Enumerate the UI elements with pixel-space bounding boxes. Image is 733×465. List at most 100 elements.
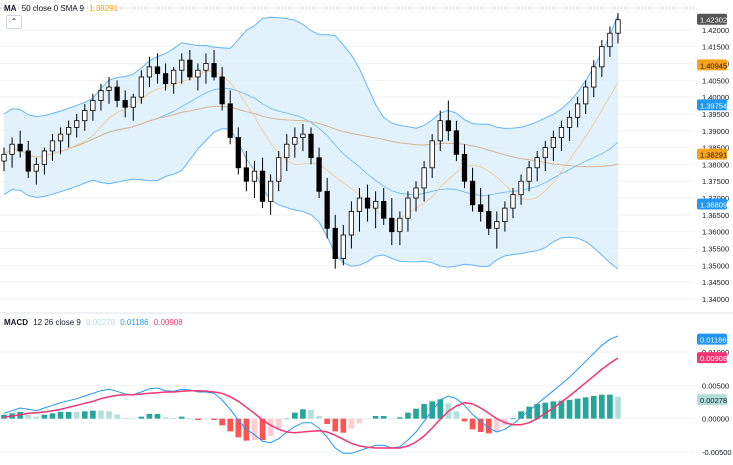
- macd-histogram-bar: [219, 418, 225, 426]
- candle-body: [122, 100, 128, 108]
- candle-body: [235, 137, 241, 169]
- candle-body: [154, 66, 161, 74]
- macd-histogram-bar: [518, 411, 524, 419]
- macd-axis-tick: 0.00500: [702, 381, 729, 390]
- price-axis-tick: 1.34500: [702, 278, 729, 287]
- candle-body: [364, 197, 371, 209]
- macd-histogram-bar: [421, 404, 427, 419]
- ma-value: 1.38291: [89, 4, 119, 13]
- macd-histogram-bar: [259, 418, 266, 440]
- candle-body: [453, 130, 460, 155]
- price-axis-tick: 1.40000: [702, 93, 729, 102]
- candle-body: [381, 201, 387, 219]
- macd-histogram-bar: [138, 416, 145, 419]
- macd-histogram-bar: [574, 398, 581, 419]
- macd-histogram-bar: [57, 412, 64, 419]
- macd-histogram-bar: [372, 416, 379, 419]
- candle-body: [405, 197, 411, 219]
- macd-histogram-bar: [582, 397, 589, 419]
- candle-body: [510, 194, 516, 209]
- bollinger-upper-line: [3, 15, 619, 129]
- macd-histogram-bar: [292, 412, 298, 419]
- price-axis-tick: 1.35500: [702, 245, 729, 254]
- candle-body: [494, 221, 500, 229]
- candle-body: [57, 133, 64, 142]
- macd-params: 12 26 close 9: [33, 318, 81, 327]
- macd-histogram-bar: [33, 416, 40, 419]
- candle-body: [502, 207, 508, 222]
- macd-histogram-bar: [388, 418, 395, 420]
- macd-histogram-bar: [461, 418, 468, 422]
- macd-histogram-bar: [267, 418, 274, 436]
- macd-label: MACD: [4, 318, 28, 327]
- candle-body: [308, 133, 314, 159]
- candle-body: [25, 150, 31, 172]
- macd-histogram-bar: [81, 411, 88, 419]
- macd-histogram-bar: [154, 414, 161, 419]
- candle-body: [195, 69, 201, 78]
- macd-histogram-bar: [106, 411, 112, 419]
- candle-body: [574, 103, 581, 118]
- price-axis-tick: 1.42000: [702, 26, 729, 35]
- macd-histogram-bar: [130, 418, 137, 420]
- price-axis-tick: 1.39000: [702, 127, 729, 136]
- price-axis-tick: 1.36000: [702, 228, 729, 237]
- candle-body: [114, 86, 120, 101]
- macd-histogram-bar: [49, 413, 56, 419]
- candle-body: [373, 201, 379, 209]
- macd-line: [3, 335, 619, 454]
- candle-body: [518, 180, 524, 196]
- candle-body: [276, 157, 282, 182]
- candle-body: [324, 190, 330, 229]
- macd-histogram-bar: [65, 412, 72, 419]
- macd-hist-value: 0.00278: [86, 318, 115, 327]
- macd-histogram-bar: [146, 414, 153, 419]
- candle-body: [219, 76, 225, 105]
- macd-histogram-bar: [235, 418, 242, 438]
- macd-histogram-bar: [477, 418, 484, 432]
- price-axis-tick: 1.38500: [702, 144, 729, 153]
- macd-histogram-bar: [413, 408, 419, 419]
- macd-label-tag-bg: [697, 333, 727, 345]
- macd-histogram-bar: [283, 418, 290, 420]
- macd-label-tag-bg: [697, 352, 727, 364]
- candle-body: [187, 59, 193, 78]
- price-axis-tick: 1.41500: [702, 43, 729, 52]
- macd-line-value: 0.01186: [120, 318, 149, 327]
- macd-histogram-bar: [122, 418, 129, 419]
- collapse-legend-button[interactable]: ⌃: [6, 15, 22, 29]
- macd-axis-tick: -0.00500: [702, 448, 732, 457]
- price-axis-tick: 1.35000: [702, 261, 729, 270]
- macd-histogram-bar: [300, 409, 306, 419]
- ma-params: 50 close 0 SMA 9: [21, 4, 84, 13]
- candle-body: [41, 150, 48, 165]
- candle-body: [292, 137, 298, 145]
- macd-histogram-bar: [485, 418, 492, 434]
- price-label-bg: [697, 148, 727, 160]
- macd-histogram-bar: [526, 406, 532, 419]
- candle-body: [251, 170, 258, 182]
- candle-body: [445, 120, 451, 132]
- candle-body: [542, 147, 548, 159]
- candle-body: [340, 234, 346, 259]
- macd-histogram-bar: [550, 401, 557, 419]
- macd-histogram-bar: [510, 418, 516, 419]
- candle-body: [478, 204, 484, 212]
- macd-histogram-bar: [211, 418, 217, 420]
- macd-histogram-bar: [41, 414, 48, 419]
- candle-body: [300, 133, 306, 138]
- candle-body: [1, 153, 7, 162]
- chevron-up-icon: ⌃: [10, 17, 18, 26]
- macd-histogram-bar: [114, 414, 120, 419]
- candle-body: [591, 66, 597, 88]
- macd-histogram-bar: [162, 417, 169, 419]
- macd-histogram-bar: [178, 416, 185, 419]
- candle-body: [106, 86, 112, 91]
- macd-histogram-bar: [186, 418, 193, 419]
- candle-body: [526, 167, 532, 182]
- candle-body: [348, 211, 355, 236]
- candle-body: [583, 86, 589, 105]
- bollinger-lower-line: [3, 128, 619, 270]
- candle-body: [243, 167, 249, 182]
